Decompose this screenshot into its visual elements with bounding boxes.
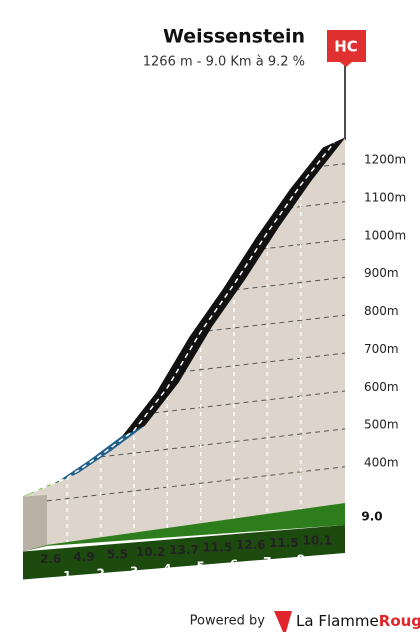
- chart-title: Weissenstein: [163, 26, 305, 48]
- y-tick-label: 800m: [364, 304, 399, 318]
- gradient-label: 10.1: [303, 533, 333, 547]
- x-tick-label: 1: [63, 569, 71, 583]
- gradient-label: 12.6: [236, 538, 266, 552]
- gradient-label: 5.5: [107, 547, 128, 561]
- y-tick-label: 900m: [364, 266, 399, 280]
- y-tick-label: 700m: [364, 342, 399, 356]
- y-tick-label: 500m: [364, 418, 399, 432]
- gradient-label: 4.9: [73, 550, 94, 564]
- grid-line: [23, 464, 345, 505]
- road-centerline: [33, 142, 335, 493]
- chart-subtitle: 1266 m - 9.0 Km à 9.2 %: [143, 55, 305, 70]
- brand-logo: [274, 611, 292, 632]
- x-tick-label: 9.0: [361, 510, 382, 524]
- gradient-label: 11.5: [269, 536, 299, 550]
- x-tick-label: 8: [296, 553, 304, 567]
- x-tick-label: 6: [230, 557, 238, 571]
- gradient-label: 2.6: [40, 552, 61, 566]
- x-tick-label: 2: [96, 567, 104, 581]
- powered-by: Powered by: [190, 614, 266, 629]
- x-tick-label: 3: [130, 564, 138, 578]
- gradient-label: 10.2: [136, 545, 166, 559]
- flag: [327, 30, 366, 67]
- y-tick-label: 1200m: [364, 153, 406, 167]
- x-tick-label: 7: [263, 555, 271, 569]
- gradient-label: 13.7: [169, 543, 199, 557]
- y-tick-label: 1000m: [364, 228, 406, 242]
- x-tick-label: 4: [163, 562, 171, 576]
- x-tick-label: 5: [196, 560, 204, 574]
- y-tick-label: 400m: [364, 456, 399, 470]
- y-tick-label: 600m: [364, 380, 399, 394]
- gradient-label: 11.5: [203, 540, 233, 554]
- brand: La FlammeRouge: [296, 612, 420, 630]
- front-face: [23, 494, 47, 552]
- brand-accent: Rouge: [379, 612, 420, 630]
- base-band-top: [23, 503, 345, 552]
- brand-main: La Flamme: [296, 612, 379, 630]
- category-badge: HC: [334, 38, 358, 56]
- base-band: [23, 525, 345, 580]
- y-tick-label: 1100m: [364, 190, 406, 204]
